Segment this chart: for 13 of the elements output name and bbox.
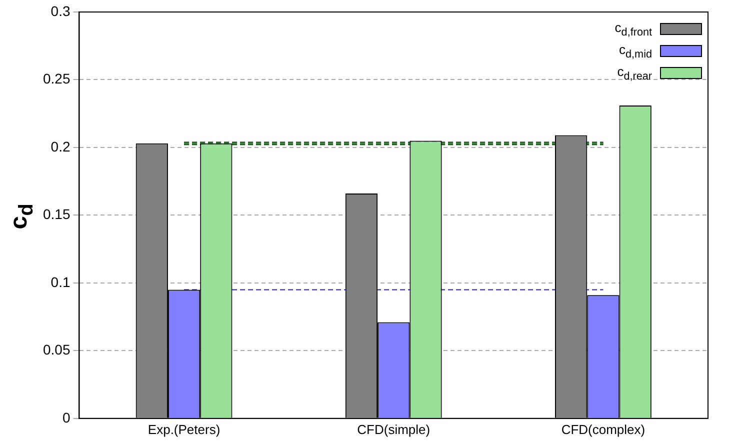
y-tick-label: 0.1 — [50, 274, 70, 290]
y-tick-label: 0.25 — [43, 70, 70, 87]
x-tick-label: CFD(simple) — [357, 422, 430, 437]
legend-label: c$_{d,mid}$ — [619, 42, 652, 60]
y-tick-label: 0.3 — [50, 2, 70, 19]
y-tick-label: 0.15 — [43, 206, 70, 222]
x-tick-label: Exp.(Peters) — [148, 422, 220, 437]
y-tick-label: 0.2 — [50, 138, 70, 154]
y-tick-label: 0 — [62, 409, 70, 426]
x-tick-label: CFD(complex) — [561, 422, 646, 437]
y-tick-label: 0.05 — [43, 342, 70, 358]
legend-label: c$_{d,rear}$ — [617, 64, 652, 82]
legend-label: c$_{d,front}$ — [614, 20, 652, 38]
